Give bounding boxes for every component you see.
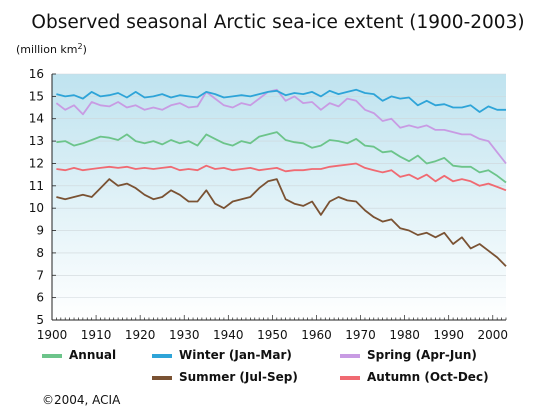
y-tick-label-0: 5 bbox=[36, 313, 44, 327]
x-tick-label-4: 1940 bbox=[213, 328, 244, 342]
legend-swatch-2 bbox=[340, 354, 360, 358]
series-lines bbox=[55, 88, 507, 267]
x-tick-label-5: 1950 bbox=[257, 328, 288, 342]
series-line-4 bbox=[56, 162, 507, 192]
plot-background bbox=[52, 74, 506, 320]
x-tick-label-1: 1910 bbox=[81, 328, 112, 342]
legend-label-1: Winter (Jan-Mar) bbox=[179, 348, 292, 362]
series-line-3 bbox=[56, 178, 507, 267]
legend-swatch-1 bbox=[152, 354, 172, 358]
y-tick-label-1: 6 bbox=[36, 291, 44, 305]
x-tick-label-0: 1900 bbox=[37, 328, 68, 342]
axes bbox=[51, 74, 506, 321]
y-tick-label-8: 13 bbox=[29, 134, 44, 148]
y-axis-label-suffix: ) bbox=[83, 43, 87, 56]
y-axis-label: (million km2) bbox=[16, 42, 87, 56]
x-tick-label-3: 1930 bbox=[169, 328, 200, 342]
y-axis-label-sup: 2 bbox=[78, 42, 83, 51]
x-tick-label-10: 2000 bbox=[478, 328, 509, 342]
chart-title: Observed seasonal Arctic sea-ice extent … bbox=[31, 12, 524, 33]
legend-label-0: Annual bbox=[69, 348, 116, 362]
series-line-2 bbox=[55, 88, 507, 165]
y-tick-label-7: 12 bbox=[29, 156, 44, 170]
x-tick-label-8: 1980 bbox=[389, 328, 420, 342]
y-tick-label-4: 9 bbox=[36, 224, 44, 238]
legend-swatch-3 bbox=[152, 376, 172, 380]
legend-swatch-0 bbox=[42, 354, 62, 358]
y-axis-label-prefix: (million km bbox=[16, 43, 78, 56]
legend: Annual Winter (Jan-Mar) Spring (Apr-Jun) Su… bbox=[42, 348, 489, 384]
legend-swatch-4 bbox=[340, 376, 360, 380]
legend-label-2: Spring (Apr-Jun) bbox=[367, 348, 477, 362]
x-axis-ticks: 1900 1910 1920 1930 1940 1950 1960 1970 1980 1990… bbox=[37, 315, 508, 342]
copyright-credit: ©2004, ACIA bbox=[42, 393, 121, 407]
y-tick-label-10: 15 bbox=[29, 89, 44, 103]
y-tick-label-5: 10 bbox=[29, 201, 44, 215]
y-tick-label-6: 11 bbox=[29, 179, 44, 193]
series-line-1 bbox=[56, 88, 506, 113]
series-line-0 bbox=[56, 131, 507, 184]
legend-label-4: Autumn (Oct-Dec) bbox=[367, 370, 489, 384]
x-tick-label-2: 1920 bbox=[125, 328, 156, 342]
y-tick-label-9: 14 bbox=[29, 112, 44, 126]
y-tick-label-11: 16 bbox=[29, 67, 44, 81]
x-tick-label-7: 1970 bbox=[345, 328, 376, 342]
y-tick-label-3: 8 bbox=[36, 246, 44, 260]
x-tick-label-9: 1990 bbox=[433, 328, 464, 342]
y-tick-label-2: 7 bbox=[36, 268, 44, 282]
legend-label-3: Summer (Jul-Sep) bbox=[179, 370, 298, 384]
x-tick-label-6: 1960 bbox=[301, 328, 332, 342]
